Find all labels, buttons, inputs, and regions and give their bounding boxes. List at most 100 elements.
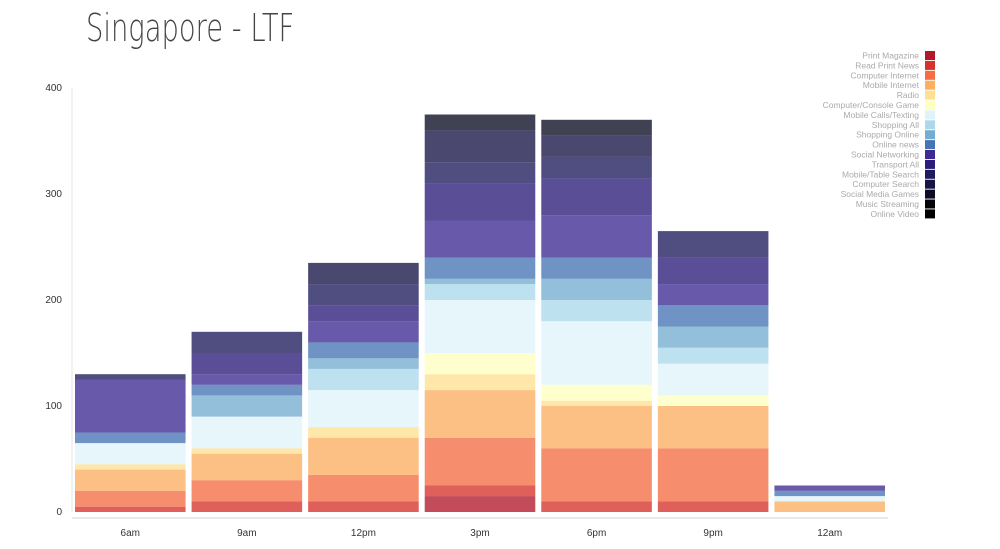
legend-swatch	[925, 140, 935, 150]
bar-segment: Mobile/Table Search: 20	[308, 284, 419, 306]
bar-segment: Online news: 20	[424, 257, 536, 279]
x-tick-label: 9am	[237, 528, 256, 539]
bar-segment: Mobile/Table Search: 25	[657, 231, 769, 258]
legend-label: Social Networking	[851, 150, 919, 160]
bar-segment: Social Networking: 40	[541, 215, 652, 258]
legend-label: Radio	[897, 90, 919, 100]
x-tick-label: 12am	[817, 528, 842, 539]
legend-label: Print Magazine	[862, 51, 919, 61]
legend-label: Mobile Calls/Texting	[843, 110, 919, 120]
bar-segment: Computer Search: 20	[541, 135, 652, 157]
bar-segment: Shopping All: 20	[541, 300, 652, 322]
bar-segment: Computer Internet: 50	[657, 448, 769, 502]
legend-swatch	[925, 90, 935, 100]
legend-label: Social Media Games	[841, 189, 919, 199]
bar-segment: Computer/Console Game: 20	[424, 353, 536, 375]
bar-segment: Social Networking: 35	[424, 220, 536, 258]
bar-segment: Computer Internet: 50	[541, 448, 652, 502]
x-axis: 6am 9am 12pm 3pm 6pm 9pm 12am	[72, 517, 888, 539]
bar-segment: Computer Internet: 20	[191, 480, 303, 502]
legend-swatch	[925, 60, 935, 70]
bar-segment: Social Networking: 5	[774, 485, 885, 491]
x-tick-label: 12pm	[351, 528, 376, 539]
legend-swatch	[925, 189, 935, 199]
chart-title: Singapore - LTF	[86, 6, 295, 50]
legend-label: Computer Search	[852, 179, 919, 189]
bar-segment: Print Magazine: 15	[424, 496, 536, 512]
bar-segment: Radio: 5	[75, 464, 186, 470]
bar-segment: Shopping Online: 20	[191, 395, 303, 417]
legend-label: Mobile Internet	[863, 80, 920, 90]
legend-swatch	[925, 100, 935, 110]
x-tick-label: 6am	[121, 528, 140, 539]
bar-segment: Shopping Online: 5	[424, 278, 536, 285]
bar-12am: Mobile Internet: 10Mobile Calls/Texting:…	[774, 485, 885, 512]
bar-segment: Online news: 20	[541, 257, 652, 279]
bar-segment: Computer/Console Game: 10	[657, 395, 769, 406]
bar-segment: Mobile Calls/Texting: 5	[774, 496, 885, 502]
legend-swatch	[925, 169, 935, 179]
legend-swatch	[925, 150, 935, 159]
x-tick-label: 9pm	[703, 528, 722, 539]
legend-label: Read Print News	[855, 60, 919, 70]
legend-label: Shopping Online	[856, 130, 919, 140]
bar-segment: Shopping All: 15	[657, 347, 769, 364]
legend-swatch	[925, 130, 935, 140]
bar-segment: Social Networking: 10	[191, 374, 303, 385]
bar-segment: Online news: 10	[75, 432, 186, 444]
bar-segment: Mobile Calls/Texting: 20	[75, 443, 186, 465]
bar-segment: Read Print News: 10	[191, 501, 303, 512]
bar-segment: Read Print News: 10	[424, 485, 536, 497]
legend-label: Computer/Console Game	[823, 100, 920, 110]
bar-segment: Online news: 10	[191, 384, 303, 396]
bar-segment: Read Print News: 5	[75, 506, 186, 512]
y-tick-label: 200	[45, 295, 62, 306]
y-tick-label: 100	[45, 401, 62, 412]
legend-label: Transport All	[872, 159, 920, 169]
bar-segment: Online news: 20	[657, 305, 769, 327]
y-axis: 0 100 200 300 400	[45, 83, 73, 518]
bar-segment: Radio: 5	[541, 400, 652, 406]
bar-segment: Mobile/Table Search: 20	[191, 331, 303, 353]
bar-segment: Computer Search: 20	[308, 262, 419, 285]
bar-segment: Shopping All: 20	[308, 368, 419, 391]
bar-segment: Transport All: 25	[657, 257, 769, 285]
legend-swatch	[925, 179, 935, 189]
bar-segment: Transport All: 15	[308, 305, 419, 322]
bar-segment: Read Print News: 10	[541, 501, 652, 512]
bar-segment: Mobile/Table Search: 20	[424, 162, 536, 184]
bar-segment: Transport All: 35	[424, 183, 536, 221]
bar-segment: Mobile Calls/Texting: 60	[541, 321, 652, 385]
bar-segment: Transport All: 20	[191, 353, 303, 375]
bar-segment: Radio: 15	[424, 374, 536, 391]
bar-segment: Online news: 5	[774, 490, 885, 497]
bar-segment: Shopping All: 15	[424, 284, 536, 300]
bar-segment: Mobile Internet: 20	[75, 469, 186, 491]
bar-6pm: Read Print News: 10Computer Internet: 50…	[541, 119, 652, 512]
legend-label: Mobile/Table Search	[842, 169, 919, 179]
bar-6am: Read Print News: 5Computer Internet: 15M…	[75, 374, 186, 512]
bar-segment: Mobile Internet: 40	[657, 406, 769, 449]
legend-swatch	[925, 120, 935, 130]
x-tick-label: 3pm	[470, 528, 489, 539]
bar-segment: Computer Internet: 45	[424, 437, 536, 486]
legend-swatch	[925, 199, 935, 209]
bar-segment: Computer Search: 30	[424, 130, 536, 163]
bar-segment: Mobile Internet: 10	[774, 501, 885, 512]
bar-segment: Computer Internet: 25	[308, 474, 419, 502]
bar-segment: Mobile Internet: 40	[541, 406, 652, 449]
bar-segment: Radio: 10	[308, 427, 419, 438]
legend-swatch	[925, 110, 935, 120]
bar-segment: Online news: 15	[308, 342, 419, 359]
bar-3pm: Print Magazine: 15Read Print News: 10Com…	[424, 114, 536, 512]
bar-segment: Mobile Internet: 35	[308, 437, 419, 475]
bar-segment: Transport All: 35	[541, 178, 652, 216]
bar-segment: Social Media Games: 15	[424, 114, 536, 131]
bar-segment: Read Print News: 10	[657, 501, 769, 512]
bar-segment: Mobile/Table Search: 5	[75, 374, 186, 380]
bar-segment: Social Media Games: 15	[541, 119, 652, 136]
bar-9pm: Read Print News: 10Computer Internet: 50…	[657, 231, 769, 512]
legend-label: Computer Internet	[850, 70, 919, 80]
